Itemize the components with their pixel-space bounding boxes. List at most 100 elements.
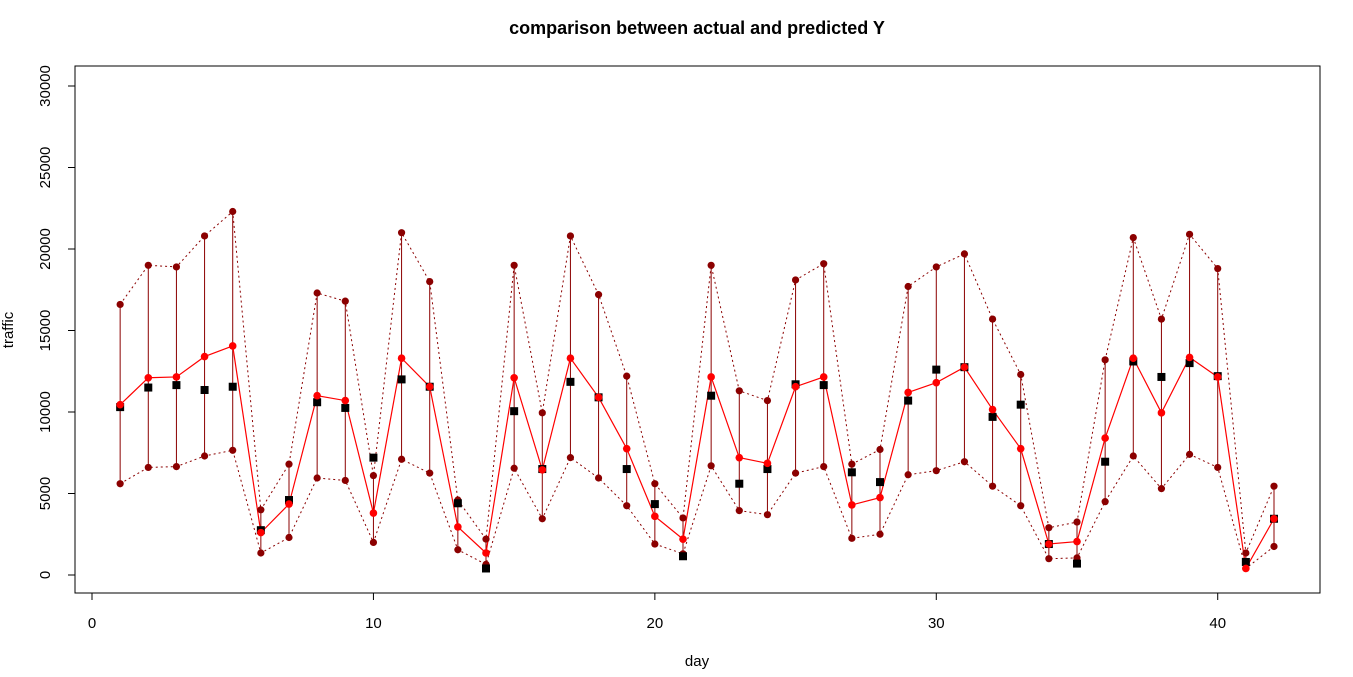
actual-point	[904, 396, 913, 405]
lower-bound-point	[172, 463, 181, 471]
predicted-point	[1073, 537, 1081, 546]
lower-bound-point	[144, 463, 152, 472]
upper-bound-point	[1101, 356, 1109, 364]
upper-bound-point	[1045, 524, 1053, 532]
upper-bound-point	[1129, 233, 1137, 242]
actual-point	[369, 453, 378, 462]
upper-bound-point	[1157, 315, 1166, 323]
actual-point	[144, 383, 153, 392]
lower-bound-point	[735, 507, 743, 515]
upper-bound-point	[200, 232, 209, 240]
actual-point	[285, 496, 293, 505]
series-lines	[119, 210, 1275, 571]
lower-bound-point	[566, 454, 575, 462]
x-tick-label: 10	[365, 615, 382, 632]
lower-bound-point	[510, 464, 518, 472]
actual-point	[341, 403, 350, 412]
actual-point	[622, 465, 631, 474]
upper-bound-point	[932, 263, 940, 271]
actual-point	[566, 377, 575, 386]
predicted-point	[200, 352, 209, 361]
upper-bound-point	[1017, 370, 1025, 379]
predicted-point	[1157, 409, 1166, 417]
interval-whiskers	[119, 211, 1275, 569]
predicted-point	[988, 405, 997, 414]
actual-point	[876, 478, 884, 487]
actual-point	[1185, 359, 1194, 368]
upper-bound-point	[1073, 518, 1081, 526]
predicted-point	[594, 393, 603, 402]
upper-bound-point	[313, 289, 321, 297]
y-tick-label: 30000	[37, 65, 54, 107]
upper-bound-point	[904, 282, 912, 291]
y-tick-label: 25000	[37, 147, 54, 189]
lower-bound-point	[116, 480, 124, 488]
y-tick-label: 0	[37, 571, 54, 579]
lower-bound-point	[791, 469, 800, 477]
upper-bound-point	[679, 514, 687, 522]
lower-bound-point	[229, 446, 237, 454]
actual-point	[228, 382, 237, 391]
predicted-point	[482, 549, 490, 557]
upper-bound-point	[482, 535, 490, 543]
predicted-point	[257, 528, 265, 537]
actual-point	[200, 385, 209, 394]
upper-bound-point	[623, 372, 631, 380]
upper-bound-point	[1185, 230, 1194, 238]
x-axis: 0 10 20 30 40	[88, 592, 1226, 632]
upper-bound-point	[426, 278, 434, 286]
x-tick-label: 30	[928, 615, 945, 632]
actual-point	[847, 468, 856, 477]
lower-bound-point	[1270, 542, 1278, 551]
actual-point	[707, 391, 716, 400]
predicted-point	[763, 459, 772, 468]
upper-bound-point	[257, 506, 265, 514]
y-tick-label: 20000	[37, 228, 54, 270]
y-axis: 0 5000 10000 15000 20000 25000 30000	[37, 65, 76, 579]
lower-bound-point	[1129, 452, 1137, 460]
lower-bound-point	[257, 549, 265, 557]
predicted-point	[538, 466, 547, 474]
actual-point	[1241, 557, 1250, 566]
lower-bound-point	[341, 476, 349, 485]
upper-bound-point	[651, 480, 659, 488]
predicted-point	[313, 391, 321, 400]
upper-bound-point	[876, 445, 884, 454]
lower-bound-point	[1017, 502, 1025, 510]
y-axis-label: traffic	[0, 311, 17, 348]
actual-point	[313, 398, 322, 407]
upper-bound-point	[144, 261, 152, 269]
upper-bound-point	[988, 315, 997, 323]
actual-point	[1101, 457, 1110, 466]
predicted-point	[1129, 354, 1138, 363]
actual-point	[1016, 400, 1025, 409]
upper-bound-point	[285, 460, 293, 468]
predicted-point	[904, 388, 912, 397]
predicted-point	[425, 382, 434, 391]
actual-point	[763, 465, 772, 474]
lower-bound-point	[454, 546, 462, 554]
predicted-point	[454, 523, 462, 531]
actual-point	[1073, 559, 1081, 568]
lower-bound-point	[1045, 555, 1053, 563]
y-tick-label: 15000	[37, 310, 54, 352]
upper-bound-point	[791, 276, 800, 284]
predicted-point	[791, 382, 800, 391]
predicted-point	[622, 444, 631, 453]
lower-bound-point	[369, 538, 378, 547]
upper-bound-point	[116, 300, 124, 309]
predicted-point	[1185, 353, 1194, 362]
lower-bound-point	[426, 469, 434, 477]
lower-bound-point	[594, 474, 603, 482]
actual-point	[679, 552, 687, 561]
actual-point	[510, 407, 519, 416]
lower-bound-point	[763, 511, 772, 519]
lower-bound-point	[313, 474, 321, 482]
upper-bound-point	[229, 207, 237, 216]
upper-bound-point	[594, 291, 603, 299]
predicted-point	[960, 363, 969, 371]
upper-bound-point	[1214, 264, 1222, 273]
x-tick-label: 0	[88, 615, 96, 632]
chart-title: comparison between actual and predicted …	[509, 18, 885, 38]
actual-point	[397, 375, 406, 384]
